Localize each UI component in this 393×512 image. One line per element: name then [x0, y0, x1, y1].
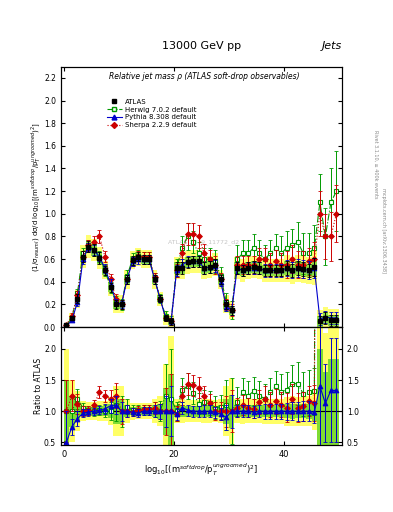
- Text: Jets: Jets: [321, 41, 342, 51]
- Text: Relative jet mass ρ (ATLAS soft-drop observables): Relative jet mass ρ (ATLAS soft-drop obs…: [109, 72, 299, 81]
- Y-axis label: Ratio to ATLAS: Ratio to ATLAS: [33, 358, 42, 414]
- X-axis label: log$_{10}$[(m$^{soft drop}$/p$_T^{ungroomed})^2$]: log$_{10}$[(m$^{soft drop}$/p$_T^{ungroo…: [144, 462, 259, 478]
- Text: mcplots.cern.ch [arXiv:1306.3438]: mcplots.cern.ch [arXiv:1306.3438]: [381, 188, 386, 273]
- Text: 13000 GeV pp: 13000 GeV pp: [162, 41, 241, 51]
- Y-axis label: (1/σ$_{resuml}$) dσ/d log$_{10}$[(m$^{soft drop}$/p$_T^{ungroomed})^2$]: (1/σ$_{resuml}$) dσ/d log$_{10}$[(m$^{so…: [29, 122, 42, 272]
- Text: ATLAS 2019_11772_d2: ATLAS 2019_11772_d2: [168, 240, 239, 245]
- Text: Rivet 3.1.10, ≥ 400k events: Rivet 3.1.10, ≥ 400k events: [373, 130, 378, 198]
- Legend: ATLAS, Herwig 7.0.2 default, Pythia 8.308 default, Sherpa 2.2.9 default: ATLAS, Herwig 7.0.2 default, Pythia 8.30…: [104, 96, 199, 131]
